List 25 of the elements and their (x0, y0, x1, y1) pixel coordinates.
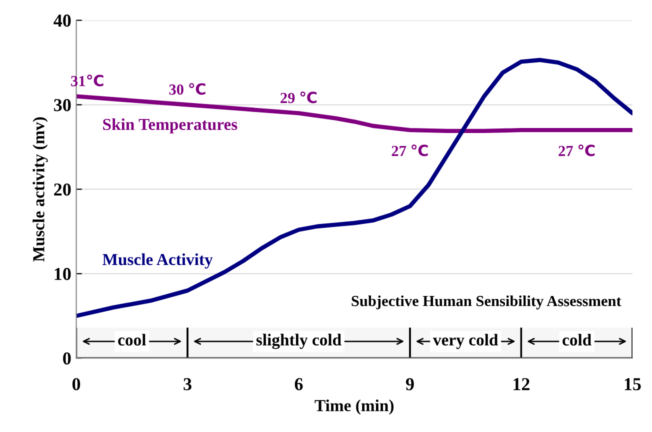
annotation: 30 ℃ (169, 83, 206, 95)
band-label: cool (118, 334, 146, 346)
x-axis-title: Time (min) (314, 400, 394, 415)
x-tick-label: 12 (514, 378, 530, 390)
y-axis-title: Muscle activity (mv) (32, 117, 48, 262)
y-tick-label: 40 (54, 14, 71, 27)
band-label: cold (562, 334, 592, 346)
annotation: 29 ℃ (280, 92, 317, 104)
annotation: Subjective Human Sensibility Assessment (352, 295, 622, 310)
y-tick-label: 20 (54, 183, 71, 196)
x-tick-label: 9 (406, 378, 414, 390)
x-tick-label: 6 (294, 378, 303, 390)
x-tick-label: 15 (624, 378, 641, 390)
annotation: 27 ℃ (392, 144, 428, 156)
annotation: 31℃ (71, 74, 104, 86)
y-tick-label: 10 (54, 268, 71, 280)
x-tick-label: 3 (184, 378, 192, 390)
series-label: Skin Temperatures (103, 118, 238, 134)
series-label: Muscle Activity (102, 253, 213, 269)
y-tick-label: 0 (63, 352, 71, 365)
x-tick-label: 0 (72, 378, 80, 390)
annotation: 27 ℃ (558, 144, 595, 156)
band-label: very cold (432, 334, 498, 349)
band-label: slightly cold (256, 334, 342, 350)
y-tick-label: 30 (54, 99, 71, 112)
